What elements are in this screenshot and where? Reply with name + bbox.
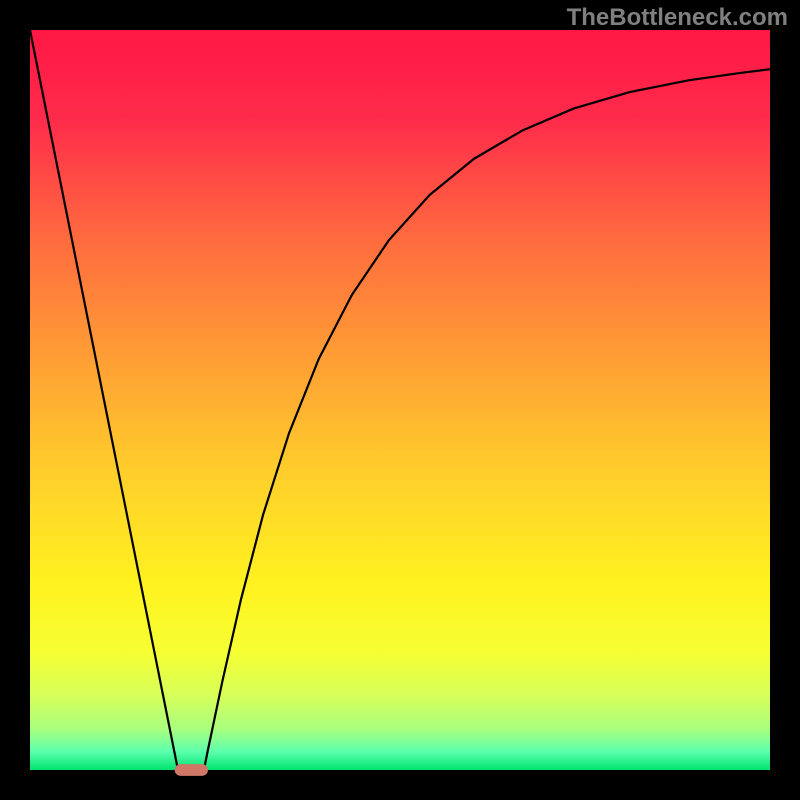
target-marker <box>175 764 208 776</box>
gradient-background <box>30 30 770 770</box>
watermark-text: TheBottleneck.com <box>567 4 788 32</box>
chart-svg <box>0 0 800 800</box>
chart-container: TheBottleneck.com <box>0 0 800 800</box>
